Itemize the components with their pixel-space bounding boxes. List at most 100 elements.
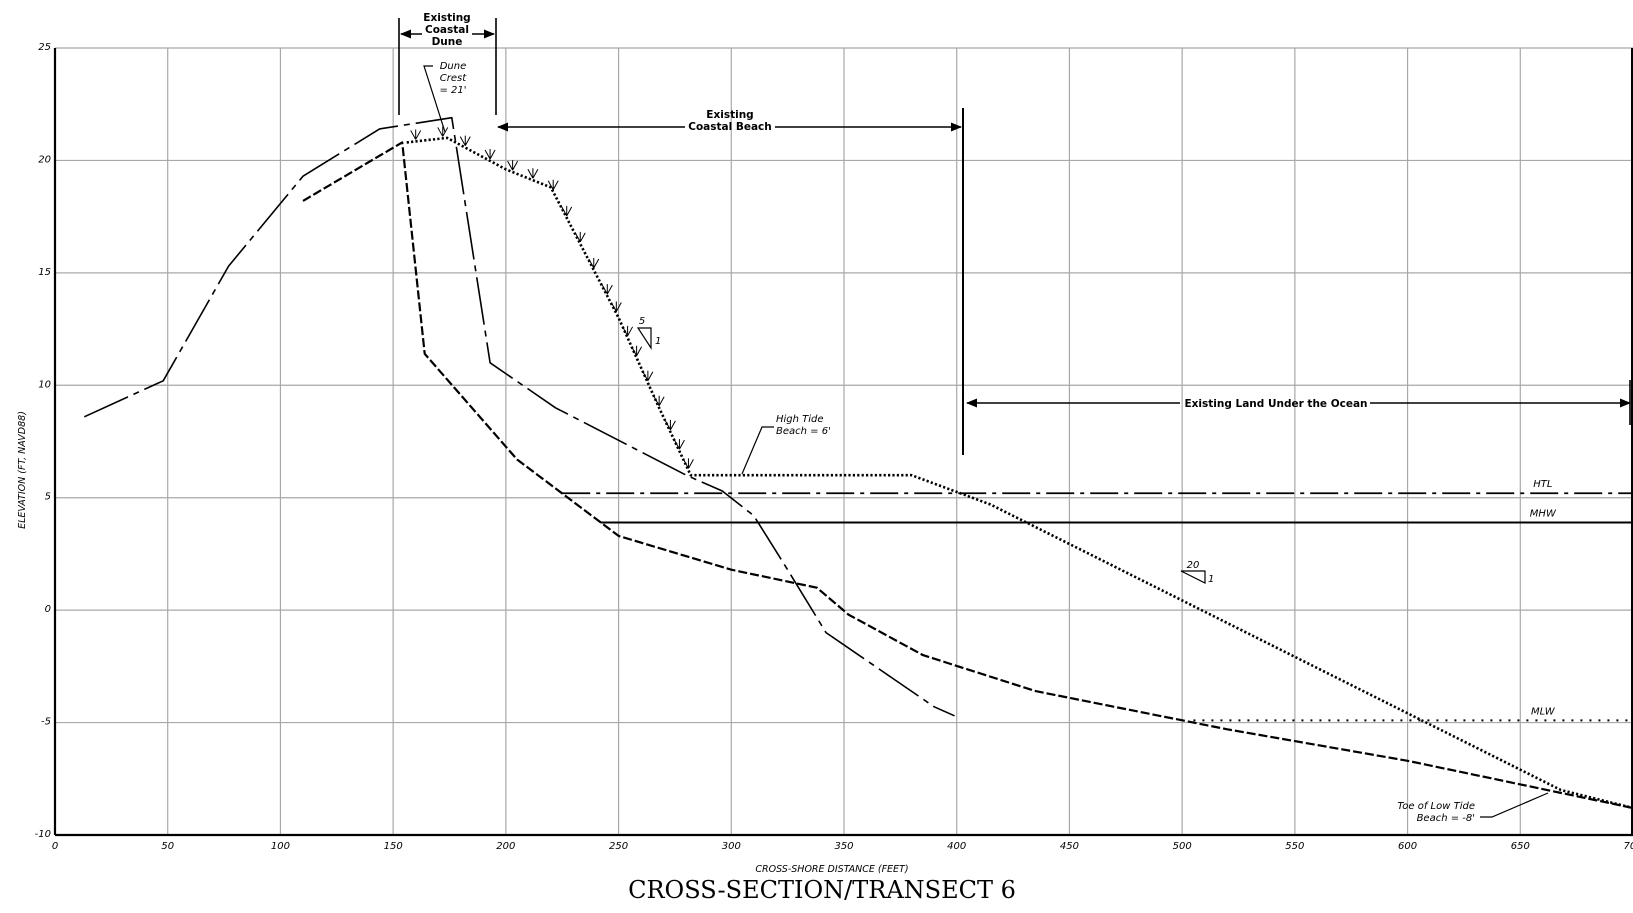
grass-glyph [642, 370, 654, 382]
x-tick-label: 400 [947, 841, 966, 852]
profile-series [83, 116, 1633, 810]
grass-glyph [664, 419, 676, 431]
grass-glyph [653, 395, 665, 407]
x-tick-label: 550 [1285, 841, 1304, 852]
y-tick-label: 15 [38, 267, 51, 278]
grass-glyph [631, 345, 643, 357]
x-axis-title: CROSS-SHORE DISTANCE (FEET) [755, 864, 908, 875]
vegetation-symbol [459, 135, 471, 146]
x-tick-label: 600 [1398, 841, 1417, 852]
grass-glyph [437, 126, 449, 137]
chart-title: CROSS-SECTION/TRANSECT 6 [628, 876, 1016, 904]
x-tick-label: 200 [496, 841, 515, 852]
existing-coastal-dune-label: Dune [432, 36, 463, 48]
vegetation-symbol [547, 179, 559, 191]
grid [53, 47, 1633, 837]
x-tick-label: 50 [161, 841, 174, 852]
y-tick-label: 10 [38, 379, 51, 390]
grass-glyph [574, 231, 586, 243]
x-tick-label: 650 [1511, 841, 1530, 852]
y-tick-label: 20 [38, 154, 51, 165]
profile-line-long-dash-dot [83, 116, 955, 717]
existing-coastal-dune-label: Existing [423, 12, 470, 24]
y-tick-label: 5 [45, 492, 51, 503]
vegetation-symbol [588, 258, 600, 269]
vegetation-symbol [527, 168, 539, 179]
high-tide-leader [741, 426, 774, 475]
reference-label-mhw: MHW [1530, 508, 1557, 519]
vegetation-symbol [601, 284, 613, 295]
vegetation-symbol [484, 148, 496, 160]
grass-glyph [683, 458, 694, 469]
slope-gentle-triangle [1180, 570, 1206, 584]
grass-glyph [561, 205, 573, 217]
toe-low-tide-leader [1480, 792, 1549, 818]
grass-glyph [622, 325, 634, 337]
dune-crest-label: = 21' [439, 85, 466, 96]
dune-vegetation-symbols [410, 126, 694, 469]
x-tick-label: 700 [1623, 841, 1633, 852]
grass-glyph [459, 135, 471, 146]
x-tick-label: 300 [722, 841, 741, 852]
grass-glyph [547, 179, 559, 191]
vegetation-symbol [610, 301, 622, 312]
grass-glyph [410, 129, 422, 140]
reference-label-mlw: MLW [1531, 706, 1556, 717]
dune-crest-leader [423, 65, 446, 133]
grass-glyph [673, 439, 685, 450]
grass-glyph [588, 258, 600, 269]
tick-labels: 0 50 100 150 200 250 300 350 400 450 500 550 600 650 7… [35, 42, 1633, 852]
x-tick-label: 0 [52, 841, 58, 852]
reference-lines: HTL MHW MLW [562, 479, 1633, 722]
x-tick-label: 100 [271, 841, 290, 852]
grass-glyph [484, 148, 496, 160]
profile-line-dotted [406, 136, 1633, 810]
grass-glyph [610, 301, 622, 312]
vegetation-symbol [410, 129, 422, 140]
x-tick-label: 500 [1173, 841, 1192, 852]
dune-crest-label: Crest [440, 73, 467, 84]
y-tick-label: 25 [38, 42, 51, 53]
high-tide-beach-label: Beach = 6' [776, 426, 831, 437]
dune-crest-label: Dune [440, 61, 467, 72]
existing-land-under-ocean-label: Existing Land Under the Ocean [1184, 398, 1367, 410]
vegetation-symbol [631, 345, 643, 357]
slope-gentle-run: 20 [1187, 560, 1200, 571]
x-tick-label: 250 [609, 841, 628, 852]
x-tick-label: 350 [834, 841, 853, 852]
grass-glyph [601, 284, 613, 295]
vegetation-symbol [437, 126, 449, 137]
slope-gentle-rise: 1 [1208, 574, 1214, 585]
y-tick-label: 0 [45, 604, 51, 615]
x-tick-label: 150 [384, 841, 403, 852]
vegetation-symbol [673, 439, 685, 450]
y-axis-title: ELEVATION (FT, NAVD88) [17, 411, 28, 529]
high-tide-beach-label: High Tide [776, 414, 824, 425]
y-tick-label: -10 [35, 829, 51, 840]
reference-label-htl: HTL [1533, 479, 1552, 490]
slope-steep-triangle [636, 327, 652, 351]
vegetation-symbol [653, 395, 665, 407]
profile-line-dashed [302, 141, 1633, 810]
vegetation-symbol [622, 325, 634, 337]
existing-coastal-beach-label: Existing [706, 109, 753, 121]
slope-steep-rise: 1 [655, 336, 661, 347]
existing-coastal-dune-label: Coastal [425, 24, 469, 36]
vegetation-symbol [683, 458, 694, 469]
toe-low-tide-label: Toe of Low Tide [1397, 801, 1475, 812]
x-tick-label: 450 [1060, 841, 1079, 852]
vegetation-symbol [642, 370, 654, 382]
vegetation-symbol [664, 419, 676, 431]
grass-glyph [527, 168, 539, 179]
slope-steep-run: 5 [639, 316, 645, 327]
vegetation-symbol [507, 160, 519, 171]
vegetation-symbol [574, 231, 586, 243]
vegetation-symbol [561, 205, 573, 217]
existing-coastal-beach-label: Coastal Beach [688, 121, 772, 133]
grass-glyph [507, 160, 519, 171]
toe-low-tide-label: Beach = -8' [1417, 813, 1475, 824]
y-tick-label: -5 [41, 717, 51, 728]
